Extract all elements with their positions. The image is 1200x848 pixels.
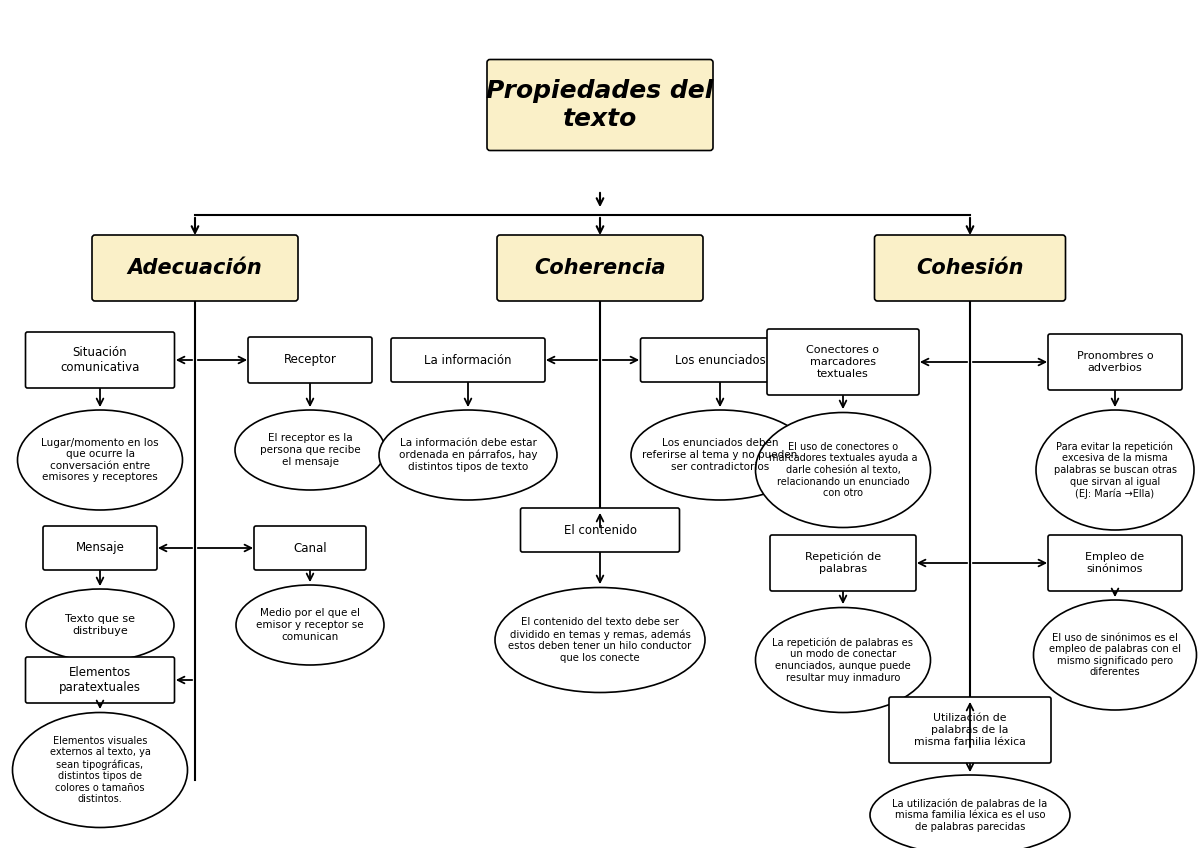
Text: Cohesión: Cohesión: [917, 258, 1024, 278]
FancyBboxPatch shape: [487, 59, 713, 150]
Ellipse shape: [496, 588, 706, 693]
Text: Situación
comunicativa: Situación comunicativa: [60, 346, 139, 374]
Text: El uso de sinónimos es el
empleo de palabras con el
mismo significado pero
difer: El uso de sinónimos es el empleo de pala…: [1049, 633, 1181, 678]
Ellipse shape: [236, 585, 384, 665]
FancyBboxPatch shape: [25, 332, 174, 388]
Text: Utilización de
palabras de la
misma familia léxica: Utilización de palabras de la misma fami…: [914, 713, 1026, 746]
Text: Texto que se
distribuye: Texto que se distribuye: [65, 614, 134, 636]
Text: Receptor: Receptor: [283, 354, 336, 366]
Text: El contenido del texto debe ser
dividido en temas y remas, además
estos deben te: El contenido del texto debe ser dividido…: [509, 617, 691, 662]
FancyBboxPatch shape: [43, 526, 157, 570]
FancyBboxPatch shape: [497, 235, 703, 301]
Text: Coherencia: Coherencia: [534, 258, 666, 278]
Ellipse shape: [18, 410, 182, 510]
Text: La repetición de palabras es
un modo de conectar
enunciados, aunque puede
result: La repetición de palabras es un modo de …: [773, 638, 913, 683]
Text: Pronombres o
adverbios: Pronombres o adverbios: [1076, 351, 1153, 373]
Ellipse shape: [756, 412, 930, 527]
Text: La utilización de palabras de la
misma familia léxica es el uso
de palabras pare: La utilización de palabras de la misma f…: [893, 798, 1048, 832]
FancyBboxPatch shape: [92, 235, 298, 301]
FancyBboxPatch shape: [521, 508, 679, 552]
FancyBboxPatch shape: [875, 235, 1066, 301]
Text: Adecuación: Adecuación: [127, 258, 263, 278]
Text: La información: La información: [425, 354, 511, 366]
Text: El receptor es la
persona que recibe
el mensaje: El receptor es la persona que recibe el …: [259, 433, 360, 466]
Text: Los enunciados: Los enunciados: [674, 354, 766, 366]
Text: Lugar/momento en los
que ocurre la
conversación entre
emisores y receptores: Lugar/momento en los que ocurre la conve…: [41, 438, 158, 483]
Ellipse shape: [1033, 600, 1196, 710]
Text: El uso de conectores o
marcadores textuales ayuda a
darle cohesión al texto,
rel: El uso de conectores o marcadores textua…: [769, 442, 917, 499]
Text: Para evitar la repetición
excesiva de la misma
palabras se buscan otras
que sirv: Para evitar la repetición excesiva de la…: [1054, 441, 1176, 499]
Text: Mensaje: Mensaje: [76, 542, 125, 555]
Ellipse shape: [631, 410, 809, 500]
FancyBboxPatch shape: [767, 329, 919, 395]
Text: Elementos
paratextuales: Elementos paratextuales: [59, 666, 142, 694]
Text: El contenido: El contenido: [564, 523, 636, 537]
Text: Conectores o
marcadores
textuales: Conectores o marcadores textuales: [806, 345, 880, 378]
Text: Propiedades del
texto: Propiedades del texto: [486, 79, 714, 131]
FancyBboxPatch shape: [641, 338, 799, 382]
Ellipse shape: [870, 775, 1070, 848]
Ellipse shape: [1036, 410, 1194, 530]
Ellipse shape: [235, 410, 385, 490]
FancyBboxPatch shape: [770, 535, 916, 591]
Text: La información debe estar
ordenada en párrafos, hay
distintos tipos de texto: La información debe estar ordenada en pá…: [398, 438, 538, 471]
Text: Canal: Canal: [293, 542, 326, 555]
FancyBboxPatch shape: [1048, 535, 1182, 591]
Text: Empleo de
sinónimos: Empleo de sinónimos: [1086, 552, 1145, 574]
FancyBboxPatch shape: [254, 526, 366, 570]
Text: Elementos visuales
externos al texto, ya
sean tipográficas,
distintos tipos de
c: Elementos visuales externos al texto, ya…: [49, 736, 150, 804]
Text: Los enunciados deben
referirse al tema y no pueden
ser contradictorios: Los enunciados deben referirse al tema y…: [642, 438, 798, 471]
Text: Medio por el que el
emisor y receptor se
comunican: Medio por el que el emisor y receptor se…: [256, 608, 364, 642]
Ellipse shape: [756, 607, 930, 712]
FancyBboxPatch shape: [25, 657, 174, 703]
Ellipse shape: [26, 589, 174, 661]
Text: Repetición de
palabras: Repetición de palabras: [805, 552, 881, 574]
Ellipse shape: [12, 712, 187, 828]
FancyBboxPatch shape: [248, 337, 372, 383]
FancyBboxPatch shape: [391, 338, 545, 382]
Ellipse shape: [379, 410, 557, 500]
FancyBboxPatch shape: [889, 697, 1051, 763]
FancyBboxPatch shape: [1048, 334, 1182, 390]
